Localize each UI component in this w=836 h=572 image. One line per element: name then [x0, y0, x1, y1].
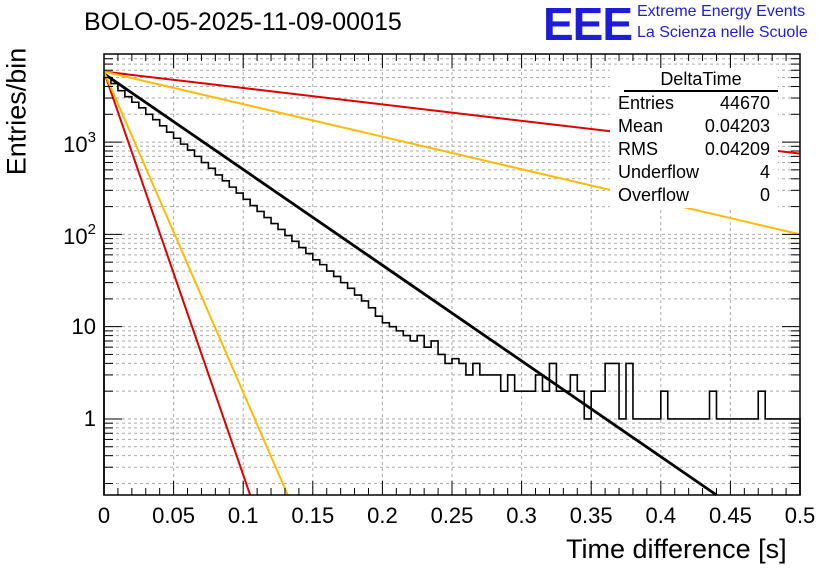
y-tick-label-base: 10 [63, 132, 88, 158]
series-line-red-steep [103, 71, 252, 496]
y-tick-label-exponent: 3 [87, 129, 96, 147]
stats-row-mean: Mean 0.04203 [610, 115, 778, 138]
y-axis-title: Entries/bin [1, 47, 32, 176]
stats-value: 0 [759, 185, 770, 205]
series-line-orange-steep [103, 71, 289, 496]
y-tick-label-base: 10 [71, 313, 96, 339]
y-tick-label: 102 [63, 221, 96, 250]
chart-title: BOLO-05-2025-11-09-00015 [84, 8, 402, 36]
stats-row-rms: RMS 0.04209 [610, 138, 778, 161]
x-tick-label: 0.45 [708, 503, 752, 528]
stats-title: DeltaTime [624, 68, 778, 92]
logo-line-2: La Scienza nelle Scuole [637, 24, 808, 41]
y-tick-label-base: 10 [63, 224, 88, 250]
stats-box: DeltaTime Entries 44670 Mean 0.04203 RMS… [610, 68, 778, 208]
stats-value: 0.04203 [704, 116, 770, 136]
stats-row-overflow: Overflow 0 [610, 184, 778, 207]
x-tick-label: 0.35 [569, 503, 613, 528]
x-tick-label: 0.4 [645, 503, 677, 528]
y-tick-label-base: 1 [83, 405, 96, 431]
logo-line-1: Extreme Energy Events [637, 3, 806, 20]
eee-logo: EEE [543, 0, 633, 50]
stats-label: RMS [618, 139, 658, 159]
stats-value: 0.04209 [704, 139, 770, 159]
series-line-fit [103, 72, 718, 497]
y-tick-label: 10 [72, 314, 96, 340]
stats-row-underflow: Underflow 4 [610, 161, 778, 184]
y-tick-label-exponent: 2 [87, 221, 96, 239]
x-axis-title: Time difference [s] [566, 534, 787, 564]
stats-value: 4 [759, 162, 770, 182]
x-tick-label: 0.2 [367, 503, 398, 528]
chart-axes [103, 53, 801, 496]
x-tick-label: 0.5 [784, 503, 816, 528]
stats-row-entries: Entries 44670 [610, 92, 778, 115]
stats-value: 44670 [719, 93, 770, 113]
plot-frame [103, 53, 801, 496]
x-tick-label: 0.15 [291, 503, 335, 528]
x-tick-label: 0.1 [227, 503, 259, 528]
histogram-series [103, 76, 801, 495]
y-tick-label: 1 [84, 406, 96, 432]
y-tick-label: 103 [63, 129, 96, 158]
stats-label: Overflow [618, 185, 690, 205]
stats-label: Mean [618, 116, 664, 136]
stats-label: Entries [618, 93, 675, 113]
stats-label: Underflow [618, 162, 700, 182]
x-tick-label: 0 [97, 503, 111, 528]
x-tick-label: 0.25 [430, 503, 474, 528]
x-tick-label: 0.3 [506, 503, 537, 528]
x-tick-label: 0.05 [152, 503, 195, 528]
